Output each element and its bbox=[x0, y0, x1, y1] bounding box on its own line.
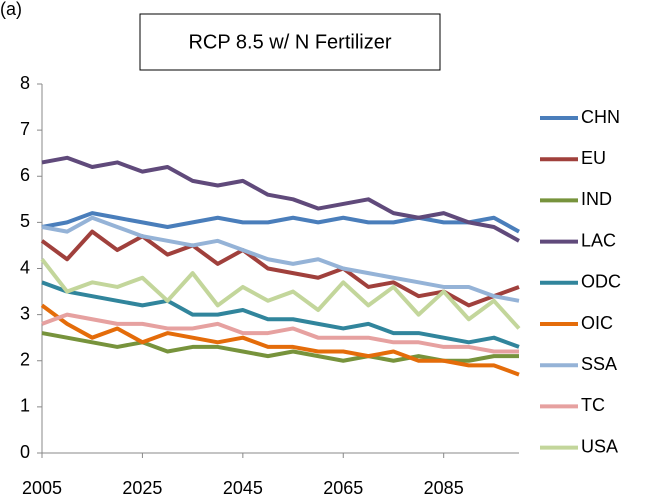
series-line bbox=[40, 229, 520, 308]
title-box bbox=[139, 13, 441, 71]
legend-label: USA bbox=[581, 436, 618, 456]
x-tick-label: 2025 bbox=[122, 478, 162, 498]
y-tick-label: 5 bbox=[20, 211, 30, 231]
legend-label: ODC bbox=[581, 272, 621, 292]
y-tick-label: 2 bbox=[20, 350, 30, 370]
series-line bbox=[41, 155, 520, 243]
y-tick-label: 6 bbox=[20, 165, 30, 185]
series-line bbox=[40, 258, 521, 330]
y-tick-label: 3 bbox=[20, 303, 30, 323]
legend-label: SSA bbox=[581, 354, 617, 374]
legend-label: EU bbox=[581, 148, 606, 168]
series-line bbox=[41, 312, 519, 354]
y-tick-label: 4 bbox=[20, 257, 30, 277]
x-tick-label: 2045 bbox=[223, 478, 263, 498]
series-line bbox=[41, 280, 520, 349]
chart-title: RCP 8.5 w/ N Fertilizer bbox=[188, 31, 391, 53]
x-tick-label: 2005 bbox=[22, 478, 62, 498]
y-tick-label: 7 bbox=[20, 119, 30, 139]
panel-label: (a) bbox=[0, 0, 22, 19]
x-tick-label: 2085 bbox=[424, 478, 464, 498]
legend-label: TC bbox=[581, 395, 605, 415]
series-line bbox=[41, 215, 520, 303]
legend-label: OIC bbox=[581, 313, 613, 333]
legend-label: CHN bbox=[581, 107, 620, 127]
series-line bbox=[40, 303, 520, 377]
legend-label: LAC bbox=[581, 230, 616, 250]
legend-label: IND bbox=[581, 189, 612, 209]
series-line bbox=[41, 211, 520, 234]
y-tick-label: 0 bbox=[20, 442, 30, 462]
y-tick-label: 8 bbox=[20, 73, 30, 93]
x-tick-label: 2065 bbox=[323, 478, 363, 498]
y-tick-label: 1 bbox=[20, 396, 30, 416]
